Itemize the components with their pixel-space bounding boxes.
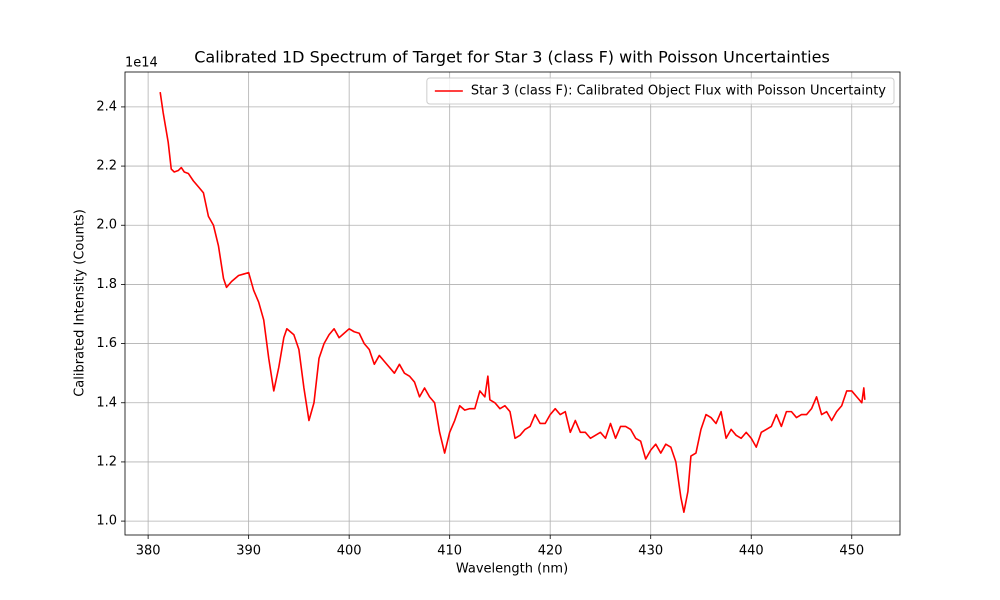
x-axis-label: Wavelength (nm) xyxy=(456,562,568,577)
y-tick-label: 1.8 xyxy=(96,277,117,292)
x-tick-label: 410 xyxy=(437,544,462,559)
y-tick-label: 1.6 xyxy=(96,336,117,351)
x-tick-label: 380 xyxy=(136,544,161,559)
x-tick-label: 430 xyxy=(638,544,663,559)
y-tick-label: 2.2 xyxy=(96,159,117,174)
legend-box xyxy=(426,77,895,105)
y-tick-label: 1.4 xyxy=(96,395,117,410)
x-tick-label: 420 xyxy=(538,544,563,559)
y-axis-label: Calibrated Intensity (Counts) xyxy=(73,209,88,397)
data-line xyxy=(159,92,866,514)
chart-title: Calibrated 1D Spectrum of Target for Sta… xyxy=(194,48,830,67)
y-tick-label: 1.0 xyxy=(96,514,117,529)
legend-label: Star 3 (class F): Calibrated Object Flux… xyxy=(471,84,886,99)
y-tick-label: 2.4 xyxy=(96,99,117,114)
x-tick-label: 440 xyxy=(739,544,764,559)
x-tick-label: 450 xyxy=(839,544,864,559)
y-offset-label: 1e14 xyxy=(125,56,158,71)
y-tick-label: 1.2 xyxy=(96,454,117,469)
y-tick-label: 2.0 xyxy=(96,218,117,233)
x-tick-label: 400 xyxy=(337,544,362,559)
x-tick-label: 390 xyxy=(236,544,261,559)
plot-frame xyxy=(124,71,901,536)
